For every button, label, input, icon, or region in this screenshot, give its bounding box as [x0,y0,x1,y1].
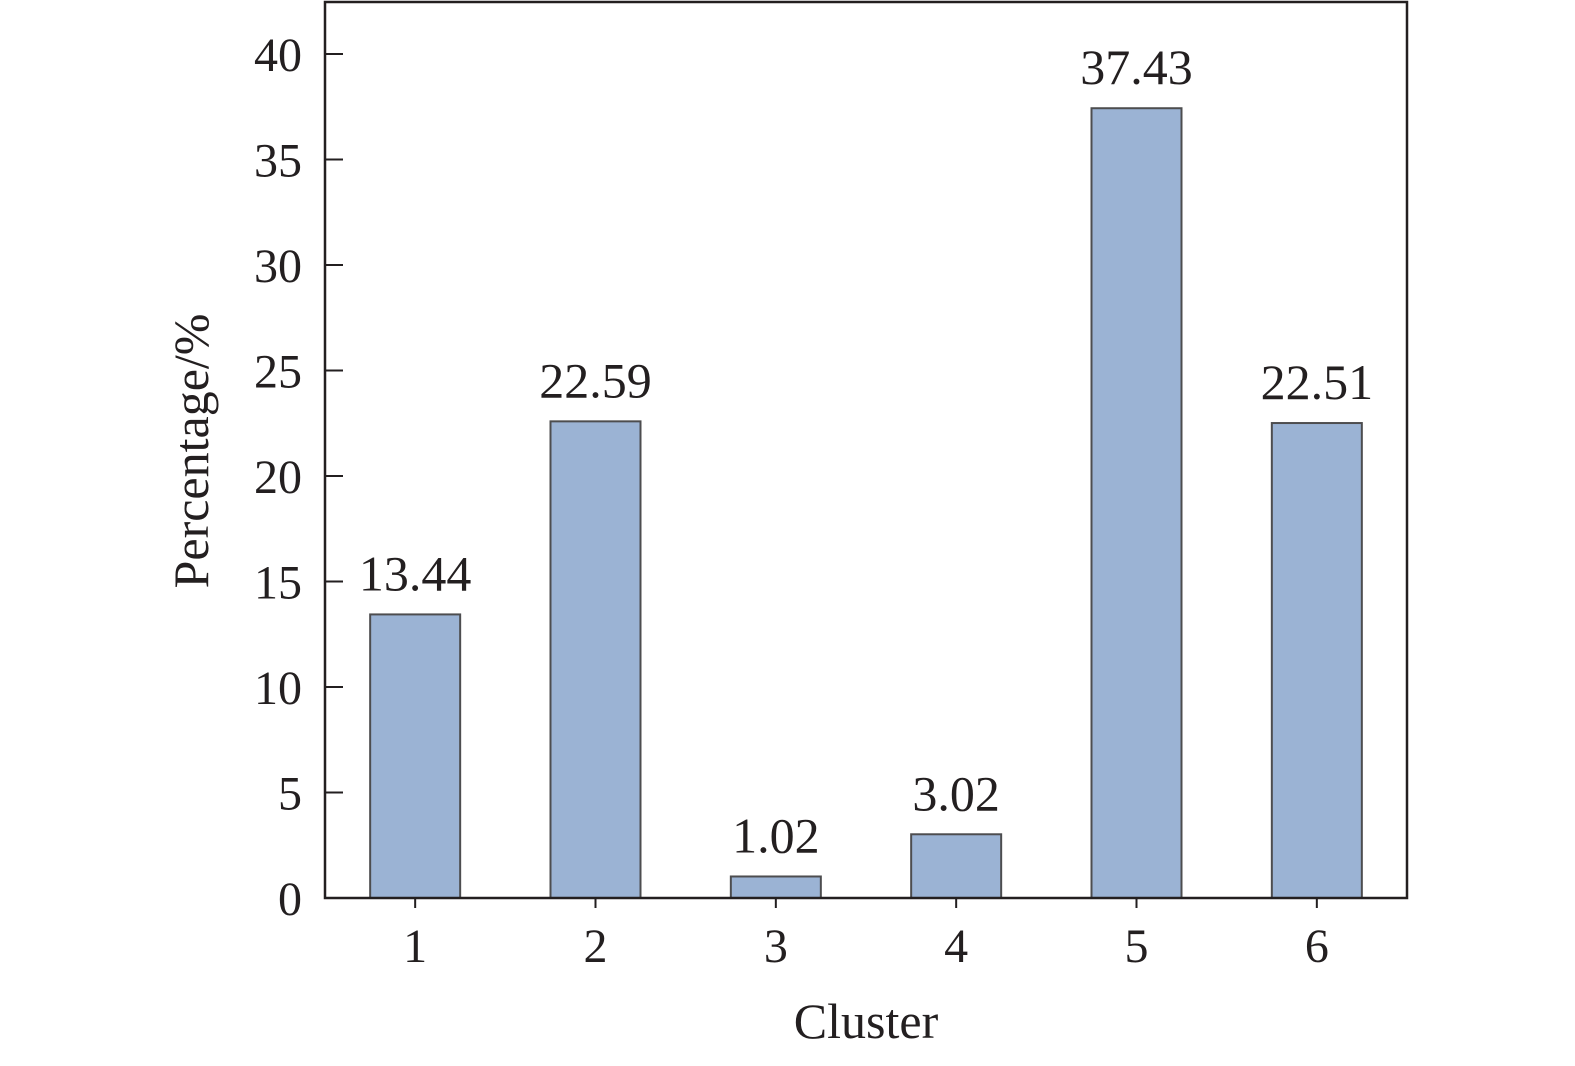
y-axis-title: Percentage/% [163,314,219,589]
x-tick-label: 1 [403,920,427,973]
bars-layer [369,107,1363,900]
x-axis-title: Cluster [794,993,939,1049]
y-tick-label: 15 [254,557,302,610]
bar-cluster-3 [729,875,822,900]
bar-cluster-4 [910,833,1003,900]
y-tick-label: 30 [254,240,302,293]
y-tick-label: 5 [278,768,302,821]
x-tick-label: 3 [764,920,788,973]
bar-cluster-5 [1090,107,1183,900]
y-tick-label: 35 [254,135,302,188]
plot-frame [323,0,1409,900]
x-tick-label: 6 [1305,920,1329,973]
data-labels-layer: 13.44 22.59 1.02 3.02 37.43 22.51 [359,39,1373,863]
x-tick-label: 5 [1125,920,1149,973]
bar-cluster-6 [1270,422,1363,899]
axes-layer: 1 2 3 4 5 6 0 5 10 15 20 25 30 35 40 [254,0,1409,973]
data-label-cluster-4: 3.02 [912,765,1000,821]
x-tick-label: 4 [944,920,968,973]
data-label-cluster-2: 22.59 [539,352,652,408]
bar-cluster-1 [369,613,462,900]
y-tick-label: 40 [254,29,302,82]
bar-cluster-2 [549,420,642,899]
data-label-cluster-5: 37.43 [1080,39,1193,95]
y-tick-label: 25 [254,346,302,399]
data-label-cluster-6: 22.51 [1261,354,1374,410]
data-label-cluster-1: 13.44 [359,545,472,601]
y-tick-label: 20 [254,451,302,504]
y-tick-label: 0 [278,873,302,926]
data-label-cluster-3: 1.02 [732,807,820,863]
x-tick-label: 2 [584,920,608,973]
y-tick-label: 10 [254,662,302,715]
